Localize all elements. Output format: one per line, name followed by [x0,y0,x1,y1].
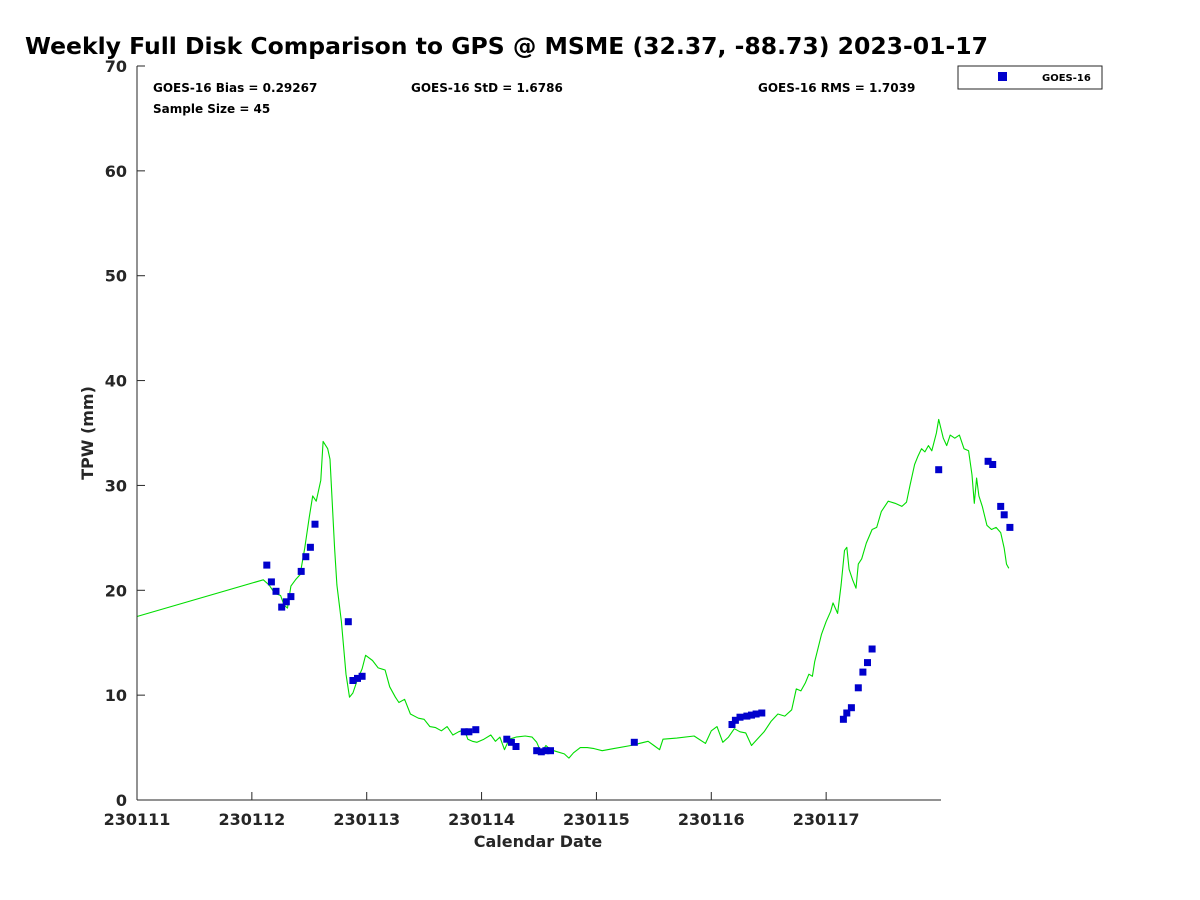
goes-16-point [472,726,480,734]
gps-series [136,418,1010,759]
goes-16-point [354,674,361,682]
goes-16-point [752,710,760,718]
stat-std: GOES-16 StD = 1.6786 [411,81,563,95]
x-tick-label: 230115 [563,810,630,829]
goes-16-point [758,709,766,717]
y-tick-label: 60 [105,162,127,181]
goes-16-point [263,561,271,569]
goes-16-point [731,716,739,724]
x-tick-label: 230114 [448,810,515,829]
stat-sample-size: Sample Size = 45 [153,102,270,116]
legend-box [957,65,1103,90]
goes-16-point [311,520,319,528]
x-tick-label: 230112 [218,810,285,829]
goes-16-point [743,712,751,720]
y-tick-label: 20 [105,581,127,600]
goes-16-point [864,659,871,667]
x-tick-label: 230117 [793,810,860,829]
goes-16-point [989,461,997,468]
y-tick-label: 70 [105,57,127,76]
y-axis-ticks: 0 10 20 30 40 50 60 70 [105,57,145,810]
legend-label-goes-16: GOES-16 [1042,73,1091,84]
goes-16-point [460,728,468,736]
legend-marker-goes-16 [998,72,1007,81]
x-axis-ticks: 230111 230112 230113 230114 230115 230116 2301… [104,792,860,829]
stat-bias: GOES-16 Bias = 0.29267 [153,81,317,95]
goes-16-series [263,457,1014,756]
goes-16-point [344,618,352,626]
goes-16-point [349,677,357,684]
y-tick-label: 40 [105,372,127,391]
goes-16-point [507,738,515,746]
goes-16-point [287,593,295,601]
goes-16-point [358,672,366,680]
goes-16-point [984,457,992,465]
goes-16-point [302,553,310,561]
goes-16-point [297,567,305,575]
goes-16-point [847,704,855,712]
goes-16-point [547,747,554,755]
goes-16-point [997,502,1005,510]
goes-16-point [537,748,545,756]
y-tick-label: 30 [105,476,127,495]
axes [136,66,941,801]
goes-16-point [843,709,851,717]
goes-16-point [859,668,867,676]
goes-16-point [748,711,755,719]
stat-rms: GOES-16 RMS = 1.7039 [758,81,915,95]
goes-16-point [542,747,550,755]
goes-16-point [839,715,847,723]
goes-16-point [533,747,541,755]
plot-area [136,418,1014,759]
goes-16-point [306,543,314,551]
goes-16-point [512,743,520,750]
goes-16-point [1006,523,1014,531]
x-axis-label: Calendar Date [474,832,603,851]
goes-16-point [278,603,286,611]
goes-16-point [728,721,736,728]
x-tick-label: 230113 [333,810,400,829]
goes-16-point [630,738,638,746]
goes-16-point [503,735,511,743]
goes-16-point [282,598,290,606]
gps-line [136,418,1010,759]
y-axis-label: TPW (mm) [78,386,97,480]
y-tick-label: 0 [116,791,127,810]
goes-16-point [272,587,280,595]
goes-16-point [267,578,275,586]
goes-16-point [935,466,943,474]
goes-16-point [1000,511,1008,519]
x-tick-label: 230116 [678,810,745,829]
goes-16-point [465,728,473,736]
goes-16-point [854,684,862,692]
goes-16-point [868,645,876,653]
y-tick-label: 50 [105,267,127,286]
y-tick-label: 10 [105,686,127,705]
x-tick-label: 230111 [104,810,171,829]
goes-16-point [736,713,744,721]
legend: GOES-16 [957,65,1103,90]
stats-box: GOES-16 Bias = 0.29267 GOES-16 StD = 1.6… [153,81,915,116]
chart-title: Weekly Full Disk Comparison to GPS @ MSM… [25,32,988,60]
